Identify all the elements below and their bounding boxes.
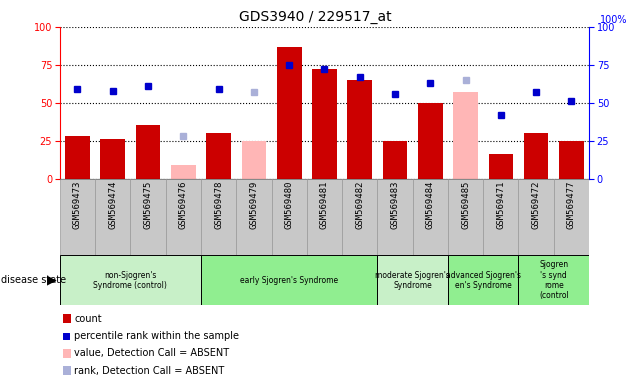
Text: Sjogren
's synd
rome
(control: Sjogren 's synd rome (control bbox=[539, 260, 569, 300]
Text: moderate Sjogren's
Syndrome: moderate Sjogren's Syndrome bbox=[375, 271, 450, 290]
Bar bbox=[382, 141, 408, 179]
Bar bbox=[518, 179, 554, 255]
Bar bbox=[559, 141, 584, 179]
Bar bbox=[201, 179, 236, 255]
Bar bbox=[488, 154, 513, 179]
Bar bbox=[201, 255, 377, 305]
Text: GSM569475: GSM569475 bbox=[144, 181, 152, 229]
Text: GSM569479: GSM569479 bbox=[249, 181, 258, 229]
Bar bbox=[554, 179, 589, 255]
Bar bbox=[60, 255, 201, 305]
Text: 100%: 100% bbox=[600, 15, 627, 25]
Text: GSM569485: GSM569485 bbox=[461, 181, 470, 229]
Bar bbox=[171, 165, 196, 179]
Bar bbox=[130, 179, 166, 255]
Bar bbox=[277, 46, 302, 179]
Bar bbox=[206, 133, 231, 179]
Bar bbox=[342, 179, 377, 255]
Bar bbox=[135, 126, 161, 179]
Text: GSM569484: GSM569484 bbox=[426, 181, 435, 229]
Bar bbox=[272, 179, 307, 255]
Text: GSM569483: GSM569483 bbox=[391, 181, 399, 229]
Text: early Sjogren's Syndrome: early Sjogren's Syndrome bbox=[240, 276, 338, 285]
Bar bbox=[241, 141, 266, 179]
Bar bbox=[448, 255, 518, 305]
Bar bbox=[65, 136, 90, 179]
Text: rank, Detection Call = ABSENT: rank, Detection Call = ABSENT bbox=[74, 366, 224, 376]
Bar bbox=[418, 103, 443, 179]
Bar bbox=[524, 133, 549, 179]
Text: ▶: ▶ bbox=[47, 274, 57, 287]
Text: GSM569482: GSM569482 bbox=[355, 181, 364, 229]
Text: GSM569480: GSM569480 bbox=[285, 181, 294, 229]
Text: GSM569474: GSM569474 bbox=[108, 181, 117, 229]
Bar bbox=[377, 179, 413, 255]
Bar bbox=[100, 139, 125, 179]
Text: count: count bbox=[74, 314, 102, 324]
Text: GSM569471: GSM569471 bbox=[496, 181, 505, 229]
Bar bbox=[483, 179, 518, 255]
Bar bbox=[307, 179, 342, 255]
Text: GSM569473: GSM569473 bbox=[73, 181, 82, 229]
Bar bbox=[312, 70, 337, 179]
Bar bbox=[166, 179, 201, 255]
Text: GSM569478: GSM569478 bbox=[214, 181, 223, 229]
Text: GDS3940 / 229517_at: GDS3940 / 229517_at bbox=[239, 10, 391, 23]
Text: percentile rank within the sample: percentile rank within the sample bbox=[74, 331, 239, 341]
Bar bbox=[453, 92, 478, 179]
Bar bbox=[236, 179, 272, 255]
Text: value, Detection Call = ABSENT: value, Detection Call = ABSENT bbox=[74, 348, 229, 358]
Text: GSM569476: GSM569476 bbox=[179, 181, 188, 229]
Bar bbox=[60, 179, 95, 255]
Text: advanced Sjogren's
en's Syndrome: advanced Sjogren's en's Syndrome bbox=[445, 271, 521, 290]
Bar bbox=[347, 80, 372, 179]
Bar bbox=[377, 255, 448, 305]
Text: GSM569472: GSM569472 bbox=[532, 181, 541, 229]
Text: GSM569477: GSM569477 bbox=[567, 181, 576, 229]
Text: disease state: disease state bbox=[1, 275, 66, 285]
Text: GSM569481: GSM569481 bbox=[320, 181, 329, 229]
Bar bbox=[95, 179, 130, 255]
Bar bbox=[518, 255, 589, 305]
Text: non-Sjogren's
Syndrome (control): non-Sjogren's Syndrome (control) bbox=[93, 271, 168, 290]
Bar bbox=[448, 179, 483, 255]
Bar bbox=[413, 179, 448, 255]
